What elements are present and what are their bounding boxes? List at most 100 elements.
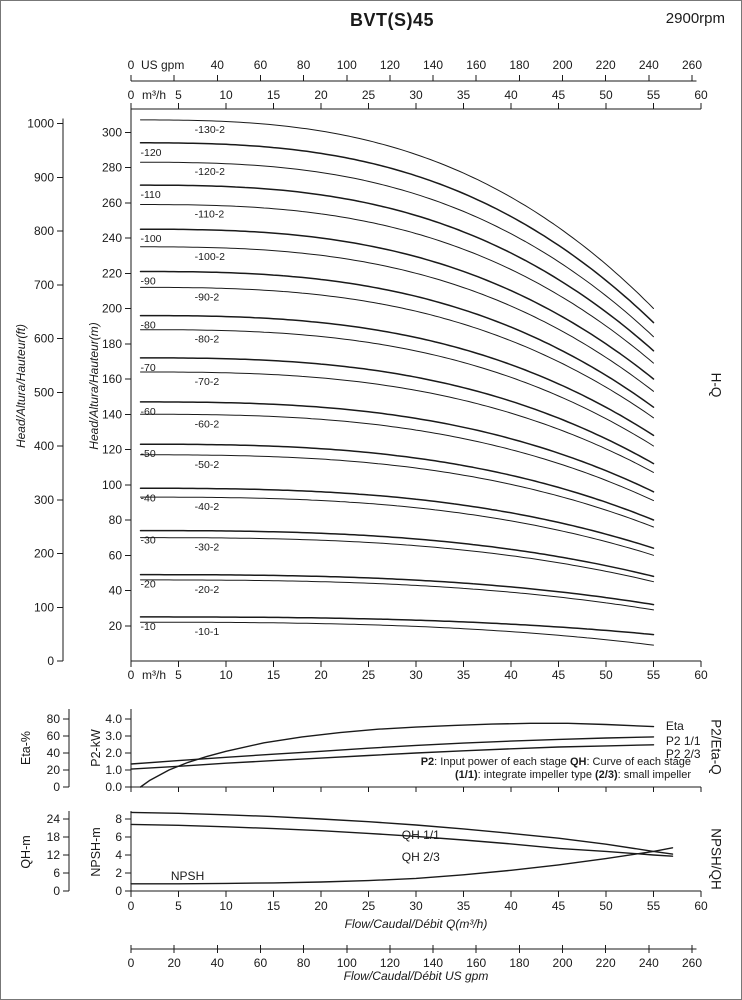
legend-note-line: (1/1): integrate impeller type (2/3): sm… xyxy=(455,769,691,781)
series-label-NPSH: NPSH xyxy=(171,869,204,883)
legend-notes: P2: Input power of each stage QH: Curve … xyxy=(421,756,691,782)
tick-label: 80 xyxy=(47,712,61,726)
y-axis-title-p2: P2-kW xyxy=(89,729,103,767)
y-axis-title-qh: QH-m xyxy=(19,835,33,869)
tick-label: 100 xyxy=(34,600,54,614)
tick-label: 120 xyxy=(380,58,400,72)
tick-label: 40 xyxy=(109,584,123,598)
curve-20-2 xyxy=(140,579,654,611)
curve-120 xyxy=(139,142,655,324)
tick-label: 100 xyxy=(102,478,122,492)
tick-label: 200 xyxy=(553,956,573,970)
x-axis-title-m3h: Flow/Caudal/Débit Q(m³/h) xyxy=(344,917,488,931)
tick-label: 50 xyxy=(599,899,613,913)
curve-30 xyxy=(139,529,655,578)
tick-label: 200 xyxy=(34,547,54,561)
curve-label-110-2: -110-2 xyxy=(195,209,225,221)
section-label-p2-eta: P2/Eta-Q xyxy=(708,719,724,775)
tick-label: 20 xyxy=(109,619,123,633)
tick-label: 200 xyxy=(553,58,573,72)
tick-label: 80 xyxy=(297,956,311,970)
tick-label: 35 xyxy=(457,88,471,102)
tick-label: 60 xyxy=(254,956,268,970)
series-Eta xyxy=(139,722,655,788)
tick-label: 180 xyxy=(509,956,529,970)
series-QH 2/3 xyxy=(130,823,674,857)
tick-label: 25 xyxy=(362,668,376,682)
curve-70 xyxy=(139,357,655,465)
tick-label: 40 xyxy=(504,668,518,682)
tick-label: 20 xyxy=(314,668,328,682)
curve-10-1 xyxy=(140,621,654,646)
tick-label: 240 xyxy=(102,231,122,245)
curve-label-80-2: -80-2 xyxy=(195,334,220,346)
tick-label: 0 xyxy=(128,58,135,72)
curve-60 xyxy=(139,401,655,493)
tick-label: 15 xyxy=(267,88,281,102)
curve-label-100: -100 xyxy=(141,233,162,245)
tick-label: 4 xyxy=(115,848,122,862)
section-label-npsh-qh: NPSH/QH xyxy=(708,828,724,890)
y-axis-title-head-m: Head/Altura/Hauteur(m) xyxy=(87,322,101,450)
series-label-QH 2/3: QH 2/3 xyxy=(402,850,440,864)
tick-label: 15 xyxy=(267,899,281,913)
tick-label: 45 xyxy=(552,899,566,913)
series-P2 2/3 xyxy=(130,744,655,770)
tick-label: 5 xyxy=(175,88,182,102)
curve-80 xyxy=(139,314,655,437)
tick-label: 160 xyxy=(466,956,486,970)
curve-110-2 xyxy=(140,204,654,364)
tick-label: 50 xyxy=(599,668,613,682)
tick-label: 280 xyxy=(102,161,122,175)
tick-label: 120 xyxy=(380,956,400,970)
chart-title: BVT(S)45 xyxy=(349,10,434,30)
tick-label: 10 xyxy=(219,88,233,102)
curve-label-130-2: -130-2 xyxy=(195,124,226,136)
axis-unit-label: US gpm xyxy=(141,58,184,72)
curve-30-2 xyxy=(140,537,654,583)
y-axis-title-head-ft: Head/Altura/Hauteur(ft) xyxy=(14,323,28,449)
tick-label: 30 xyxy=(409,88,423,102)
curve-10 xyxy=(139,616,655,636)
tick-label: 2 xyxy=(115,866,122,880)
tick-label: 140 xyxy=(423,956,443,970)
tick-label: 50 xyxy=(599,88,613,102)
tick-label: 100 xyxy=(337,956,357,970)
section-label-hq: H-Q xyxy=(708,372,724,398)
curve-label-10: -10 xyxy=(141,621,156,633)
tick-label: 240 xyxy=(639,58,659,72)
tick-label: 500 xyxy=(34,385,54,399)
tick-label: 0 xyxy=(128,899,135,913)
tick-label: 120 xyxy=(102,443,122,457)
tick-label: 0.0 xyxy=(105,780,122,794)
curve-60-2 xyxy=(140,413,654,502)
curve-100-2 xyxy=(140,246,654,392)
curve-label-60-2: -60-2 xyxy=(195,418,220,430)
x-axis-title-usgpm: Flow/Caudal/Débit US gpm xyxy=(343,969,489,983)
tick-label: 0 xyxy=(115,884,122,898)
curve-50 xyxy=(139,443,655,521)
tick-label: 40 xyxy=(47,746,61,760)
tick-label: 0 xyxy=(128,88,135,102)
series-QH 1/1 xyxy=(130,811,674,855)
tick-label: 260 xyxy=(682,956,702,970)
curve-80-2 xyxy=(140,329,654,447)
tick-label: 0 xyxy=(53,780,60,794)
tick-label: 6 xyxy=(115,830,122,844)
tick-label: 55 xyxy=(647,88,661,102)
tick-label: 30 xyxy=(409,899,423,913)
tick-label: 0 xyxy=(47,654,54,668)
tick-label: 25 xyxy=(362,88,376,102)
curve-label-70-2: -70-2 xyxy=(195,376,220,388)
tick-label: 60 xyxy=(109,548,123,562)
tick-label: 3.0 xyxy=(105,729,122,743)
tick-label: 45 xyxy=(552,88,566,102)
series-label-P2 2/3: P2 2/3 xyxy=(666,747,701,761)
curve-50-2 xyxy=(140,454,654,528)
tick-label: 12 xyxy=(47,848,61,862)
tick-label: 800 xyxy=(34,224,54,238)
tick-label: 10 xyxy=(219,899,233,913)
tick-label: 15 xyxy=(267,668,281,682)
